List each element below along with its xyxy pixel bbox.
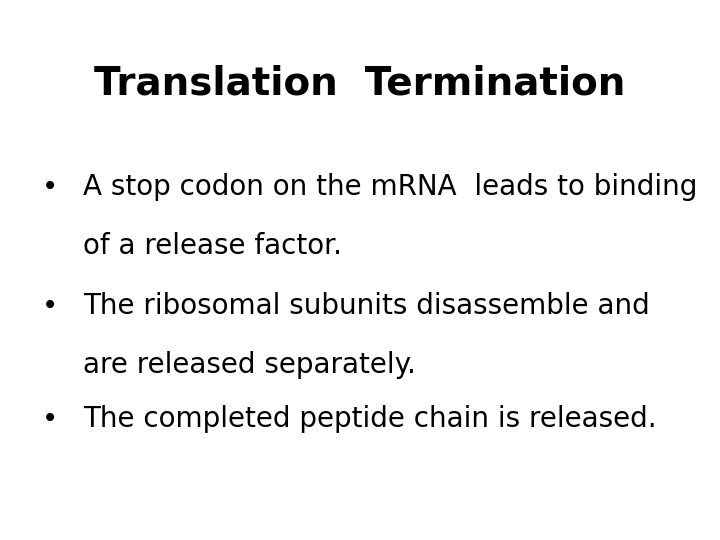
Text: •: •: [42, 405, 58, 433]
Text: Translation  Termination: Translation Termination: [94, 65, 626, 103]
Text: The completed peptide chain is released.: The completed peptide chain is released.: [83, 405, 657, 433]
Text: of a release factor.: of a release factor.: [83, 232, 342, 260]
Text: The ribosomal subunits disassemble and: The ribosomal subunits disassemble and: [83, 292, 649, 320]
Text: A stop codon on the mRNA  leads to binding: A stop codon on the mRNA leads to bindin…: [83, 173, 697, 201]
Text: •: •: [42, 292, 58, 320]
Text: •: •: [42, 173, 58, 201]
Text: are released separately.: are released separately.: [83, 351, 415, 379]
